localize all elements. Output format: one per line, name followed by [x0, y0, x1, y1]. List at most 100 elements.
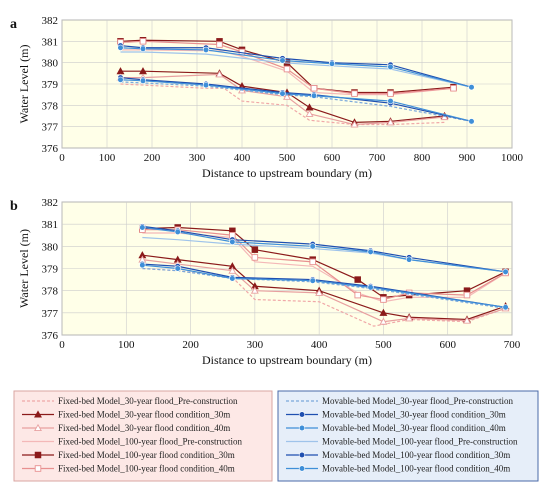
- x-tick-label: 100: [118, 339, 135, 351]
- series-line: [142, 229, 506, 301]
- data-point: [367, 248, 374, 255]
- x-tick-label: 600: [324, 152, 341, 164]
- data-point: [354, 291, 361, 299]
- data-point: [251, 246, 259, 253]
- series-line: [142, 263, 506, 308]
- legend-item: Movable-bed Model_100-year flood conditi…: [286, 450, 510, 460]
- legend-label: Movable-bed Model_100-year flood conditi…: [322, 450, 510, 460]
- legend-item: Movable-bed Model_30-year flood_Pre-cons…: [286, 396, 513, 406]
- data-point: [502, 304, 509, 311]
- series-9: [139, 262, 509, 311]
- series-line: [120, 83, 445, 126]
- data-point: [386, 118, 395, 126]
- legend-marker: [298, 451, 306, 459]
- x-tick-label: 300: [247, 339, 264, 351]
- data-point: [279, 90, 286, 97]
- data-point: [174, 265, 181, 272]
- chart-panel-a: 0 100 200 300 400 500 600 700 800 900 1000 376 377 37…: [10, 15, 524, 180]
- data-point: [350, 120, 359, 128]
- legend-marker: [34, 451, 42, 459]
- data-point: [139, 45, 147, 52]
- legend-marker: [298, 465, 306, 472]
- x-tick-label: 400: [311, 339, 328, 351]
- legend-label: Fixed-bed Model_30-year flood condition_…: [58, 410, 230, 420]
- data-point: [117, 44, 124, 51]
- legend-label: Fixed-bed Model_100-year flood_Pre-const…: [58, 437, 242, 447]
- data-point: [309, 243, 316, 250]
- data-point: [463, 316, 471, 324]
- series-6: [117, 38, 457, 97]
- y-tick-label: 380: [42, 58, 59, 70]
- y-tick-label: 379: [42, 79, 59, 91]
- legend-label: Movable-bed Model_30-year flood conditio…: [322, 423, 506, 433]
- legend-label: Fixed-bed Model_100-year flood condition…: [58, 450, 235, 460]
- x-tick-label: 500: [279, 152, 296, 164]
- legend-label: Fixed-bed Model_30-year flood_Pre-constr…: [58, 396, 238, 406]
- data-point: [229, 238, 236, 245]
- legend-marker: [298, 411, 306, 418]
- y-tick-label: 379: [42, 264, 59, 276]
- legend-item: Movable-bed Model_100-year flood_Pre-con…: [286, 437, 518, 447]
- data-point: [367, 284, 374, 291]
- data-point: [405, 314, 414, 322]
- data-point: [380, 296, 387, 303]
- data-point: [139, 77, 147, 84]
- data-point: [283, 92, 291, 100]
- data-point: [379, 317, 388, 325]
- legend-label: Movable-bed Model_100-year flood_Pre-con…: [322, 437, 518, 447]
- series-9: [117, 76, 475, 125]
- y-tick-label: 378: [42, 286, 59, 298]
- x-tick-label: 300: [189, 152, 206, 164]
- data-point: [202, 81, 210, 89]
- legend-item: Fixed-bed Model_30-year flood condition_…: [22, 423, 230, 433]
- panel-label: a: [10, 17, 17, 32]
- data-point: [174, 228, 181, 236]
- legend-marker: [34, 423, 42, 432]
- y-tick-label: 377: [42, 308, 59, 320]
- series-line: [142, 264, 506, 308]
- legend-item: Fixed-bed Model_100-year flood_Pre-const…: [22, 437, 242, 447]
- data-point: [117, 76, 124, 83]
- data-point: [279, 57, 286, 64]
- data-point: [228, 266, 237, 274]
- data-point: [202, 46, 210, 53]
- x-tick-label: 1000: [501, 152, 524, 164]
- data-point: [387, 97, 394, 105]
- chart-panel-b: 0 100 200 300 400 500 600 700 376 377 378 379 380 381…: [10, 197, 521, 367]
- y-tick-label: 382: [42, 15, 59, 27]
- series-12: [139, 224, 509, 275]
- y-tick-label: 381: [42, 36, 59, 48]
- data-point: [387, 90, 394, 97]
- x-axis-label: Distance to upstream boundary (m): [202, 166, 372, 180]
- legend-label: Movable-bed Model_100-year flood conditi…: [322, 464, 510, 474]
- x-tick-label: 800: [414, 152, 431, 164]
- data-point: [139, 224, 146, 231]
- x-tick-label: 400: [234, 152, 251, 164]
- data-point: [309, 277, 316, 284]
- data-point: [354, 276, 361, 283]
- data-point: [463, 291, 471, 299]
- x-axis-label: Distance to upstream boundary (m): [202, 353, 372, 367]
- data-point: [406, 256, 413, 263]
- legend-item: Movable-bed Model_100-year flood conditi…: [286, 464, 510, 474]
- data-point: [215, 70, 224, 78]
- x-tick-label: 500: [375, 339, 392, 351]
- legend-box: [277, 390, 539, 482]
- legend-marker: [34, 410, 42, 418]
- data-point: [387, 63, 394, 71]
- y-axis-label: Water Level (m): [17, 229, 31, 308]
- legend-label: Movable-bed Model_30-year flood conditio…: [322, 410, 506, 420]
- data-point: [468, 84, 475, 91]
- data-point: [351, 90, 358, 97]
- x-tick-label: 600: [439, 339, 456, 351]
- x-tick-label: 200: [144, 152, 161, 164]
- legend-label: Fixed-bed Model_30-year flood condition_…: [58, 423, 230, 433]
- x-tick-label: 100: [99, 152, 116, 164]
- y-tick-label: 378: [42, 100, 59, 112]
- data-point: [502, 268, 509, 275]
- y-axis-label: Water Level (m): [17, 45, 31, 124]
- x-tick-label: 900: [459, 152, 476, 164]
- legend-item: Fixed-bed Model_100-year flood condition…: [22, 450, 235, 460]
- series-12: [117, 44, 475, 91]
